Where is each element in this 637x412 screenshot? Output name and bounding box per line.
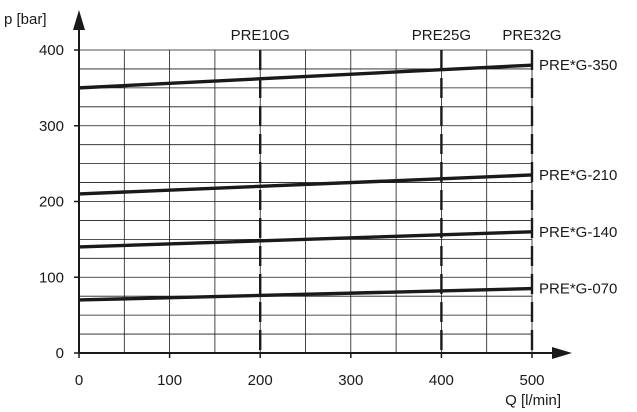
x-tick-label: 100 (157, 372, 182, 389)
chart-labels: PRE10G PRE25G PRE32G PRE*G-070 PRE*G-140 PRE*… (4, 11, 617, 409)
size-markers (259, 50, 534, 353)
size-marker-label: PRE10G (231, 27, 290, 44)
x-tick-label: 400 (429, 372, 454, 389)
y-tick-label: 400 (39, 42, 64, 59)
y-tick-label: 300 (39, 118, 64, 135)
y-tick-label: 0 (56, 345, 64, 362)
x-axis-arrow (552, 347, 572, 359)
series-label: PRE*G-210 (539, 167, 617, 184)
series-line (78, 230, 533, 249)
x-tick-label: 500 (519, 372, 544, 389)
series-label: PRE*G-350 (539, 57, 617, 74)
y-axis-title: p [bar] (4, 11, 47, 28)
size-marker-label: PRE32G (502, 27, 561, 44)
y-tick-label: 200 (39, 194, 64, 211)
series-label: PRE*G-140 (539, 224, 617, 241)
grid-lines (79, 49, 533, 353)
x-axis-title: Q [l/min] (505, 392, 561, 409)
y-axis-arrow (73, 10, 85, 30)
x-tick-label: 0 (75, 372, 83, 389)
size-marker-label: PRE25G (412, 27, 471, 44)
axes (73, 10, 572, 359)
y-tick-label: 100 (39, 269, 64, 286)
series-line (78, 173, 533, 196)
series-lines (78, 63, 533, 302)
series-label: PRE*G-070 (539, 281, 617, 298)
series-line (78, 286, 533, 302)
series-line (78, 63, 533, 90)
x-tick-label: 300 (338, 372, 363, 389)
x-tick-label: 200 (248, 372, 273, 389)
